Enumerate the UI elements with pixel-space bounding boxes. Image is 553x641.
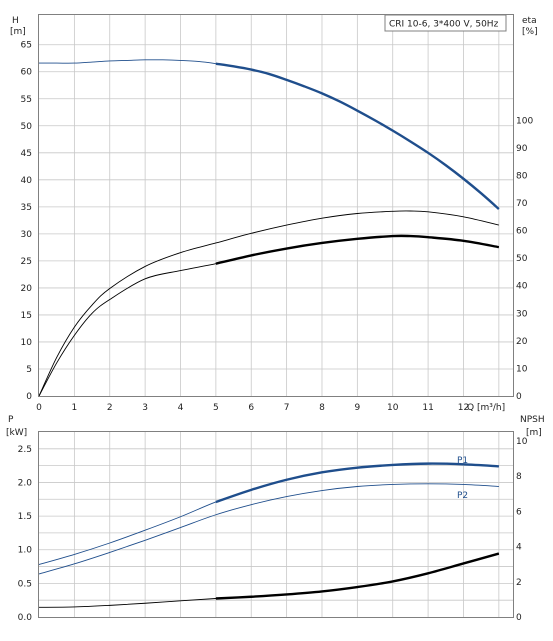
eta-line-operating	[215, 234, 500, 265]
top-grid	[39, 15, 513, 396]
eta-tick-label: 60	[516, 227, 528, 237]
npsh-line	[38, 553, 499, 608]
h-axis-unit: [m]	[10, 27, 26, 37]
series-layer	[38, 59, 500, 608]
x-tick-label: 7	[284, 403, 290, 413]
bottom-grid	[39, 432, 513, 617]
eta-tick-label: 50	[516, 254, 528, 264]
eta-tick-label: 30	[516, 309, 528, 319]
head-line-operating	[215, 62, 500, 210]
tick-labels: 0 1 2 3 4 5 6 7 8 9 10 11 12051015202530354045505560…	[18, 41, 534, 623]
q-axis-label: Q [m³/h]	[467, 403, 505, 413]
eta-tick-label: 20	[516, 337, 528, 347]
h-tick-label: 20	[21, 284, 33, 294]
h-tick-label: 15	[21, 311, 32, 321]
h-tick-label: 45	[21, 149, 32, 159]
p-tick-label: 0.5	[18, 579, 32, 589]
eta-tick-label: 80	[516, 171, 528, 181]
eta-line	[38, 235, 499, 397]
h-tick-label: 65	[21, 41, 32, 51]
eta-tick-label: 100	[516, 116, 533, 126]
x-tick-label: 3	[142, 403, 148, 413]
h-tick-label: 5	[26, 365, 32, 375]
p2-series-label: P2	[457, 491, 468, 501]
h-tick-label: 40	[21, 176, 33, 186]
p-tick-label: 2.0	[18, 478, 33, 488]
h-tick-label: 55	[21, 95, 32, 105]
h-tick-label: 10	[21, 338, 33, 348]
x-tick-label: 12	[458, 403, 469, 413]
eta-tick-label: 70	[516, 199, 528, 209]
x-tick-label: 6	[248, 403, 254, 413]
eta-axis-unit: [%]	[522, 27, 538, 37]
npsh-line-operating	[215, 552, 500, 600]
x-tick-label: 11	[422, 403, 433, 413]
p2-line	[38, 483, 499, 575]
x-tick-label: 4	[178, 403, 184, 413]
h-tick-label: 50	[21, 122, 33, 132]
top-plot-frame	[38, 14, 514, 397]
x-tick-label: 10	[387, 403, 399, 413]
head-line	[38, 59, 500, 210]
bottom-plot-frame	[38, 431, 514, 618]
x-tick-label: 0	[36, 403, 42, 413]
npsh-tick-label: 2	[516, 578, 522, 588]
x-tick-label: 5	[213, 403, 219, 413]
p-tick-label: 0.0	[18, 613, 33, 623]
npsh-tick-label: 8	[516, 472, 522, 482]
x-tick-label: 8	[319, 403, 325, 413]
h-tick-label: 60	[21, 68, 33, 78]
chart-title: CRI 10-6, 3*400 V, 50Hz	[389, 20, 499, 30]
npsh-tick-label: 0	[516, 613, 522, 623]
eta-tick-label: 90	[516, 144, 528, 154]
x-tick-label: 1	[72, 403, 78, 413]
eta-thin-line	[38, 210, 499, 397]
p-tick-label: 1.0	[18, 546, 33, 556]
h-tick-label: 25	[21, 257, 32, 267]
p-axis-label: P	[8, 415, 14, 425]
p1-line-operating	[215, 462, 499, 504]
eta-axis-label: eta	[522, 16, 537, 26]
npsh-axis-unit: [m]	[526, 428, 542, 438]
title-box	[384, 14, 507, 32]
h-tick-label: 30	[21, 230, 33, 240]
eta-tick-label: 10	[516, 364, 528, 374]
h-tick-label: 35	[21, 203, 32, 213]
eta-tick-label: 40	[516, 282, 528, 292]
npsh-tick-label: 6	[516, 507, 522, 517]
npsh-tick-label: 10	[516, 437, 528, 447]
h-axis-label: H	[12, 16, 19, 26]
x-tick-label: 9	[354, 403, 360, 413]
p-axis-unit: [kW]	[6, 428, 27, 438]
h-tick-label: 0	[26, 392, 32, 402]
eta-tick-label: 0	[516, 392, 522, 402]
npsh-axis-label: NPSH	[520, 415, 545, 425]
p1-series-label: P1	[457, 456, 468, 466]
p-tick-label: 1.5	[18, 512, 32, 522]
p-tick-label: 2.5	[18, 445, 32, 455]
npsh-tick-label: 4	[516, 543, 522, 553]
x-tick-label: 2	[107, 403, 113, 413]
